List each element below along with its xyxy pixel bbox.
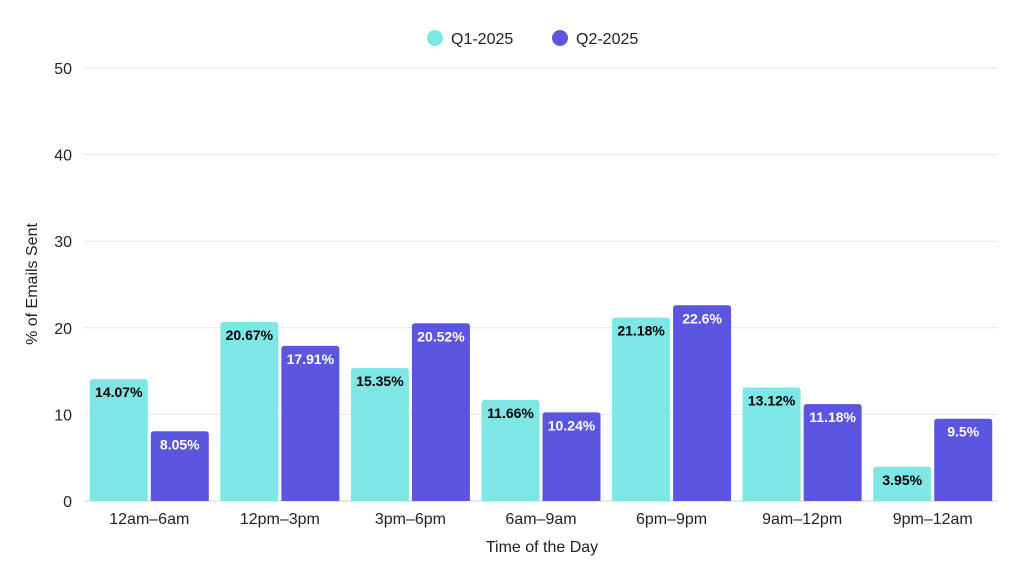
bar-q2-2025-4 [673,305,732,501]
y-tick-label: 10 [54,407,72,424]
x-axis-title: Time of the Day [486,539,598,556]
bar-q1-2025-4 [612,317,671,501]
y-axis-title: % of Emails Sent [24,223,41,345]
legend-label: Q1-2025 [451,31,513,48]
bar-q2-2025-2 [411,323,470,501]
y-tick-label: 0 [63,494,72,511]
bar-q1-2025-5 [742,387,801,501]
bar-value-label: 20.67% [226,327,274,343]
bar-value-label: 9.5% [947,424,979,440]
bar-q2-2025-5 [803,404,862,501]
legend-label: Q2-2025 [576,31,638,48]
bar-q1-2025-2 [350,368,409,501]
x-tick-label: 6pm–9pm [636,511,707,528]
bar-q1-2025-1 [220,321,279,501]
legend-swatch [427,30,443,46]
x-axis-ticks: 12am–6am 12pm–3pm 3pm–6pm 6am–9am 6pm–9pm 9am… [109,511,972,528]
bar-value-label: 3.95% [882,472,922,488]
bar-q1-2025-0 [89,379,148,501]
bar-value-label: 22.6% [682,310,722,326]
bar-value-label: 11.66% [487,405,534,421]
x-tick-label: 9am–12pm [762,511,842,528]
x-tick-label: 9pm–12am [893,511,973,528]
x-tick-label: 6am–9am [505,511,576,528]
bar-value-label: 15.35% [356,373,404,389]
bar-value-label: 17.91% [287,351,335,367]
bar-value-label: 20.52% [417,328,465,344]
bar-labels: 14.07% 8.05% 20.67% 17.91% 15.35% 20.52% 11.66… [95,310,980,488]
bar-q2-2025-6 [934,418,993,501]
bar-value-label: 21.18% [617,323,665,339]
bar-value-label: 10.24% [548,417,596,433]
legend: Q1-2025 Q2-2025 [427,30,638,48]
bar-value-label: 11.18% [809,409,856,425]
x-tick-label: 12am–6am [109,511,189,528]
legend-swatch [552,30,568,46]
bar-q2-2025-3 [542,412,601,501]
bar-q2-2025-0 [150,431,209,501]
bars [89,305,993,501]
y-tick-label: 30 [54,234,72,251]
bar-value-label: 14.07% [95,384,143,400]
y-tick-label: 20 [54,321,72,338]
bar-q2-2025-1 [281,345,340,501]
x-tick-label: 12pm–3pm [240,511,320,528]
y-axis-ticks: 0 10 20 30 40 50 [54,61,72,511]
x-tick-label: 3pm–6pm [375,511,446,528]
y-tick-label: 50 [54,61,72,78]
bar-value-label: 13.12% [748,392,796,408]
bar-q1-2025-3 [481,400,540,501]
bar-q1-2025-6 [873,466,932,501]
y-tick-label: 40 [54,148,72,165]
bar-value-label: 8.05% [160,436,200,452]
